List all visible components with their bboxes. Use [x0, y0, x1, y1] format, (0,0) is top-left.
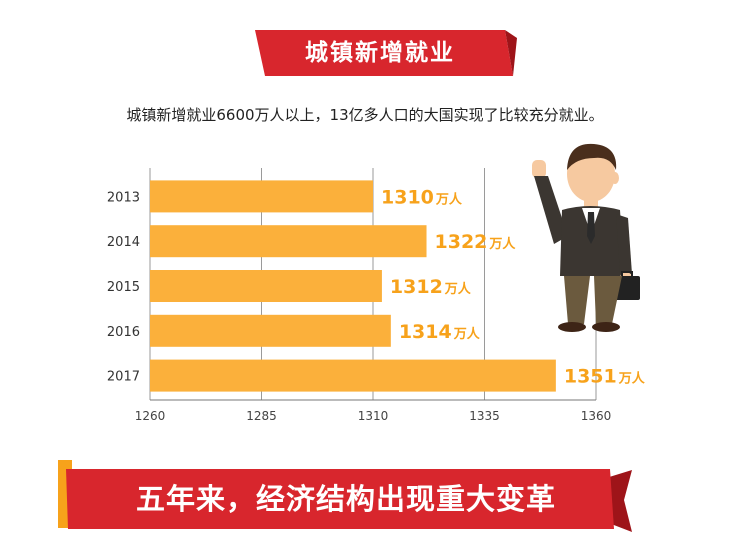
bar [150, 180, 373, 213]
subtitle: 城镇新增就业6600万人以上，13亿多人口的大国实现了比较充分就业。 [126, 106, 604, 124]
x-tick-label: 1260 [135, 409, 166, 423]
bar-value-unit: 万人 [453, 326, 481, 342]
y-tick-label: 2014 [107, 235, 140, 250]
bar-value-label: 1314 万人 [399, 321, 481, 343]
bar-value-unit: 万人 [618, 371, 646, 387]
x-tick-label: 1285 [246, 409, 277, 423]
bar-value-number: 1312 [390, 276, 443, 298]
y-tick-label: 2017 [107, 370, 140, 385]
y-tick-label: 2013 [107, 190, 140, 205]
bar-value-number: 1314 [399, 321, 452, 343]
bar [150, 270, 382, 302]
x-tick-label: 1360 [581, 409, 612, 423]
section-banner [58, 460, 632, 532]
y-tick-label: 2015 [107, 280, 140, 295]
bar-value-number: 1322 [435, 231, 488, 253]
title-banner [255, 30, 517, 76]
bar-value-number: 1310 [381, 186, 434, 208]
x-tick-label: 1310 [358, 409, 389, 423]
page-title: 城镇新增就业 [305, 40, 455, 66]
bar-value-label: 1351 万人 [564, 366, 646, 388]
y-tick-label: 2016 [107, 325, 140, 340]
bar-value-label: 1310 万人 [381, 186, 463, 208]
section-title: 五年来，经济结构出现重大变革 [135, 482, 556, 516]
bar-value-label: 1312 万人 [390, 276, 472, 298]
bar-value-unit: 万人 [488, 236, 516, 252]
bar-value-unit: 万人 [444, 281, 472, 297]
x-tick-label: 1335 [469, 409, 500, 423]
businessman-illustration [532, 143, 640, 332]
bar-value-label: 1322 万人 [435, 231, 517, 253]
bar [150, 225, 427, 258]
bar-value-unit: 万人 [435, 191, 463, 207]
bar [150, 314, 391, 347]
bar [150, 359, 556, 392]
bar-value-number: 1351 [564, 366, 617, 388]
